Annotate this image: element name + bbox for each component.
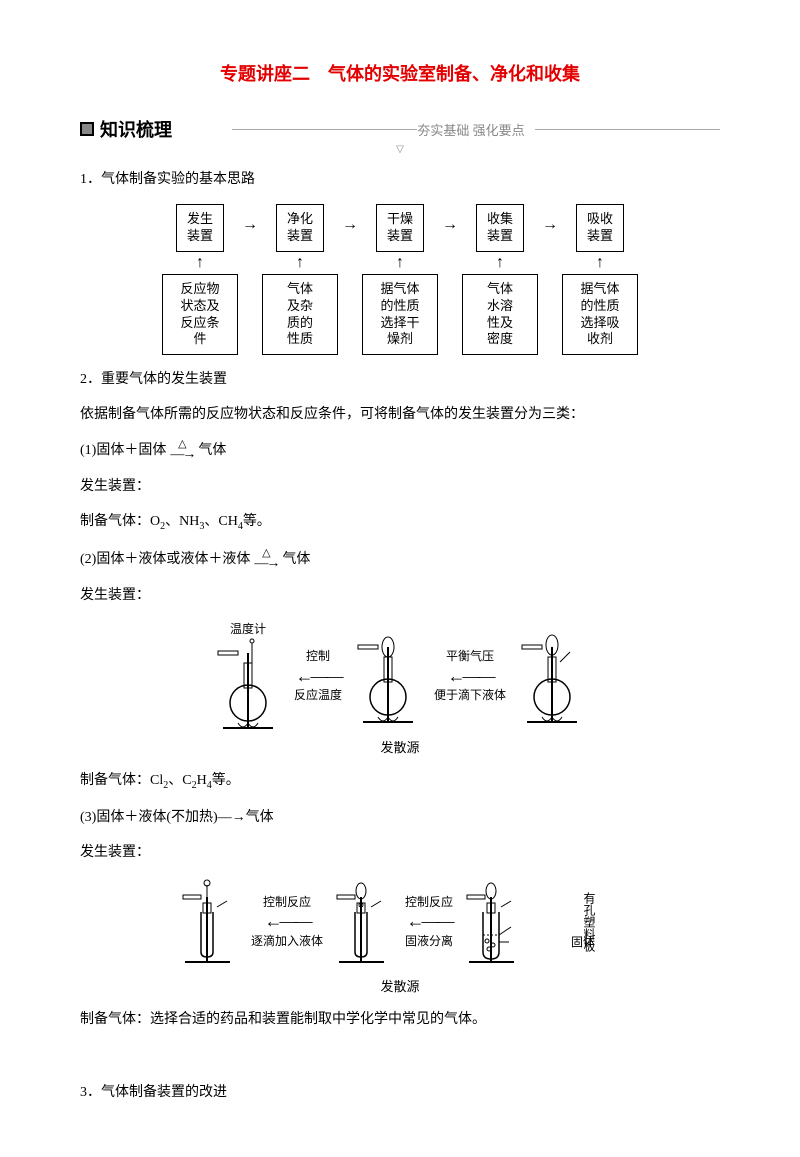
tube-icon xyxy=(459,877,529,967)
apparatus-flask xyxy=(512,627,592,727)
s2-item3-line3: 制备气体：选择合适的药品和装置能制取中学化学中常见的气体。 xyxy=(80,1009,720,1030)
arrow-up-icon: ↑ xyxy=(296,252,304,274)
arrow-label: 控制反应 xyxy=(405,895,453,911)
labeled-arrow: 控制反应 ←―― 固液分离 xyxy=(405,895,453,950)
arrow-label: 控制反应 xyxy=(263,895,311,911)
flask-icon xyxy=(512,627,592,727)
apparatus-tube: 有孔塑料板 xyxy=(459,877,595,967)
diagram-caption: 发散源 xyxy=(80,976,720,995)
section-subtitle: 夯实基础 强化要点 xyxy=(417,120,524,139)
s2-item3-line2: 发生装置： xyxy=(80,842,720,863)
solid-label: 固体 xyxy=(571,933,595,950)
labeled-arrow: 控制 ←―― 反应温度 xyxy=(294,649,342,704)
arrow-up-icon: ↑ xyxy=(396,252,404,274)
arrow-right-icon: → xyxy=(538,204,562,234)
text: H xyxy=(197,773,207,788)
flow-box: 气体 及杂 质的 性质 xyxy=(262,274,338,356)
labeled-arrow: 平衡气压 ←―― 便于滴下液体 xyxy=(434,649,506,704)
main-title: 专题讲座二 气体的实验室制备、净化和收集 xyxy=(80,60,720,86)
flow-col: 发生 装置 ↑ 反应物 状态及 反应条 件 xyxy=(162,204,238,355)
arrow-left-icon: ←―― xyxy=(295,665,340,688)
text: 制备气体：Cl xyxy=(80,773,163,788)
header-line xyxy=(535,129,720,130)
flow-col: 吸收 装置 ↑ 据气体 的性质 选择吸 收剂 xyxy=(562,204,638,355)
apparatus-tube xyxy=(175,877,245,967)
s1-heading: 1．气体制备实验的基本思路 xyxy=(80,169,720,190)
text: 等。 xyxy=(243,514,271,529)
flow-box: 净化 装置 xyxy=(276,204,324,252)
section-label: 知识梳理 xyxy=(100,116,172,142)
apparatus-tube xyxy=(329,877,399,967)
flow-col: 净化 装置 ↑ 气体 及杂 质的 性质 xyxy=(262,204,338,355)
flask-icon xyxy=(208,633,288,733)
text: 、C xyxy=(168,773,191,788)
arrow-right-icon: → xyxy=(238,204,262,234)
text: 等。 xyxy=(212,773,240,788)
s2-item3-reaction: (3)固体＋液体(不加热)―→气体 xyxy=(80,807,720,828)
arrow-up-icon: ↑ xyxy=(196,252,204,274)
reaction-right: 气体 xyxy=(282,549,310,570)
flow-box: 据气体 的性质 选择干 燥剂 xyxy=(362,274,438,356)
reaction-right: 气体 xyxy=(198,440,226,461)
apparatus-flask xyxy=(348,627,428,727)
arrow-left-icon: ←―― xyxy=(265,910,310,933)
arrow-label: 便于滴下液体 xyxy=(434,688,506,704)
arrow-left-icon: ←―― xyxy=(407,910,452,933)
diagram-caption: 发散源 xyxy=(80,737,720,756)
apparatus-diagram-1: 温度计 控制 ←―― 反应温度 xyxy=(80,620,720,756)
s3-heading: 3．气体制备装置的改进 xyxy=(80,1082,720,1103)
reaction-arrow-icon: △ ―→ xyxy=(252,548,280,571)
s2-item2-line3: 制备气体：Cl2、C2H4等。 xyxy=(80,770,720,793)
arrow-label: 控制 xyxy=(306,649,330,665)
text: 、NH xyxy=(165,514,199,529)
arrow-label: 平衡气压 xyxy=(446,649,494,665)
flow-box: 气体 水溶 性及 密度 xyxy=(462,274,538,356)
reaction-arrow-icon: △ ―→ xyxy=(168,439,196,462)
tube-icon xyxy=(329,877,399,967)
flow-box: 发生 装置 xyxy=(176,204,224,252)
flow-box: 收集 装置 xyxy=(476,204,524,252)
arrow-label: 固液分离 xyxy=(405,934,453,950)
flowchart: 发生 装置 ↑ 反应物 状态及 反应条 件 → 净化 装置 ↑ 气体 及杂 质的… xyxy=(80,204,720,355)
flow-col: 收集 装置 ↑ 气体 水溶 性及 密度 xyxy=(462,204,538,355)
s2-heading: 2．重要气体的发生装置 xyxy=(80,369,720,390)
apparatus-flask: 温度计 xyxy=(208,620,288,733)
header-block-icon xyxy=(80,122,94,136)
flow-box: 反应物 状态及 反应条 件 xyxy=(162,274,238,356)
s2-item1-reaction: (1)固体＋固体 △ ―→ 气体 xyxy=(80,439,720,462)
labeled-arrow: 控制反应 ←―― 逐滴加入液体 xyxy=(251,895,323,950)
text: 制备气体：O xyxy=(80,514,160,529)
flow-box: 吸收 装置 xyxy=(576,204,624,252)
arrow-up-icon: ↑ xyxy=(496,252,504,274)
s2-item1-line2: 发生装置： xyxy=(80,476,720,497)
arrow-left-icon: ←―― xyxy=(448,665,493,688)
arrow-label: 反应温度 xyxy=(294,688,342,704)
s2-item2-line2: 发生装置： xyxy=(80,585,720,606)
flow-col: 干燥 装置 ↑ 据气体 的性质 选择干 燥剂 xyxy=(362,204,438,355)
reaction-left: (1)固体＋固体 xyxy=(80,440,166,461)
flow-box: 据气体 的性质 选择吸 收剂 xyxy=(562,274,638,356)
tube-icon xyxy=(175,877,245,967)
s2-intro: 依据制备气体所需的反应物状态和反应条件，可将制备气体的发生装置分为三类： xyxy=(80,404,720,425)
s2-item1-line3: 制备气体：O2、NH3、CH4等。 xyxy=(80,511,720,534)
flask-icon xyxy=(348,627,428,727)
reaction-left: (2)固体＋液体或液体＋液体 xyxy=(80,549,250,570)
document-page: 专题讲座二 气体的实验室制备、净化和收集 知识梳理 夯实基础 强化要点 ▽ 1．… xyxy=(0,0,800,1157)
s2-item2-reaction: (2)固体＋液体或液体＋液体 △ ―→ 气体 xyxy=(80,548,720,571)
chevron-icon: ▽ xyxy=(80,144,720,155)
flow-box: 干燥 装置 xyxy=(376,204,424,252)
arrow-up-icon: ↑ xyxy=(596,252,604,274)
arrow-right-icon: → xyxy=(338,204,362,234)
text: 、CH xyxy=(204,514,237,529)
section-header: 知识梳理 夯实基础 强化要点 xyxy=(80,116,720,142)
apparatus-diagram-2: 控制反应 ←―― 逐滴加入液体 控制反应 ←― xyxy=(80,877,720,995)
arrow-right-icon: → xyxy=(438,204,462,234)
arrow-label: 逐滴加入液体 xyxy=(251,934,323,950)
header-line xyxy=(232,129,417,130)
